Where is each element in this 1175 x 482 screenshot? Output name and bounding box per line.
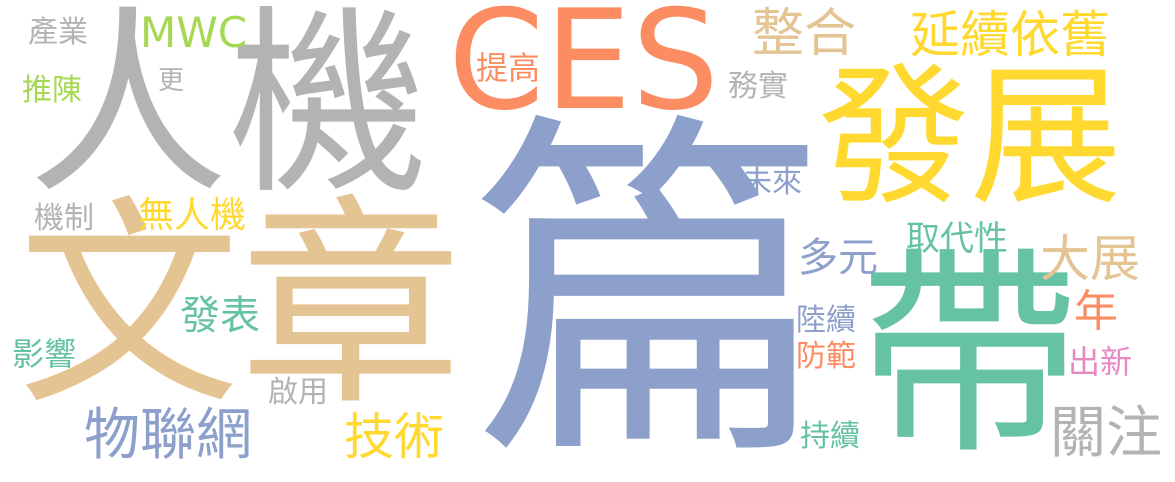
word-dai: 帶: [858, 227, 1080, 482]
word-wurenji: 無人機: [138, 195, 247, 236]
word-duoyuan: 多元: [798, 235, 878, 281]
word-yanxu: 延續依舊: [910, 6, 1110, 64]
word-guanzhu: 關注: [1050, 401, 1162, 466]
word-jizhi: 機制: [34, 201, 94, 236]
word-fazhan: 發展: [818, 49, 1122, 226]
word-chanye: 產業: [28, 15, 88, 50]
word-jishu: 技術: [344, 408, 444, 466]
word-tuichen: 推陳: [22, 73, 82, 108]
word-fangfan: 防範: [796, 339, 856, 374]
word-dazhan: 大展: [1040, 230, 1140, 288]
word-nian: 年: [1074, 286, 1118, 337]
word-luxu: 陸續: [796, 303, 856, 338]
word-yingxiang: 影響: [12, 335, 77, 373]
word-zhenghe: 整合: [752, 4, 857, 64]
word-fabiao: 發表: [180, 293, 260, 339]
word-quxing: 取代性: [906, 219, 1008, 259]
word-tigao: 提高: [476, 49, 541, 87]
word-wushi: 務實: [728, 69, 788, 104]
word-qiyong: 啟用: [268, 375, 328, 410]
word-geng: 更: [158, 66, 185, 96]
word-ces: CES: [448, 0, 720, 141]
word-pian: 篇: [470, 85, 830, 482]
word-weilai: 未來: [742, 165, 802, 200]
word-renji: 人機: [28, 0, 429, 222]
word-chuxin: 出新: [1068, 343, 1133, 381]
word-mwc: MWC: [140, 8, 248, 57]
word-wulian: 物聯網: [84, 403, 252, 468]
word-wenzhang: 文章: [18, 178, 462, 436]
word-chixu: 持續: [800, 419, 860, 454]
